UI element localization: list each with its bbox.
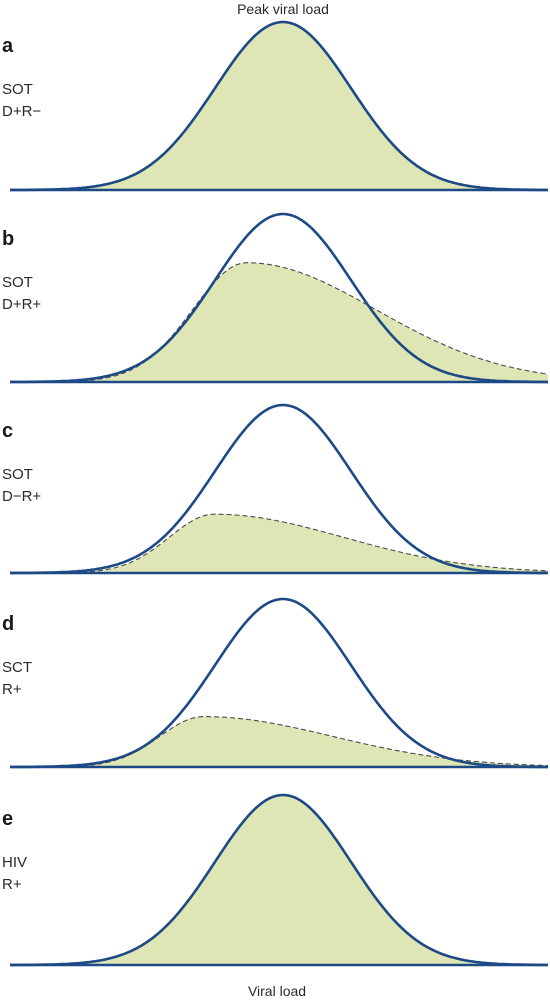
panel-letter: a (2, 35, 14, 57)
panel-label-line: R+ (2, 876, 22, 893)
panel-label-line: D−R+ (2, 488, 41, 505)
panel-letter: e (2, 808, 13, 830)
panel-label-line: HIV (2, 854, 27, 871)
panel-label-line: D+R+ (2, 296, 41, 313)
peak-viral-load-label: Peak viral load (237, 1, 329, 17)
panel-label-line: R+ (2, 681, 22, 698)
viral-load-fill-area (10, 716, 548, 767)
viral-load-fill-area (10, 514, 548, 573)
panel-b: b SOT D+R+ (2, 212, 549, 384)
panel-label-line: SOT (2, 81, 33, 98)
viral-load-curve (10, 793, 548, 967)
viral-load-fill-area (10, 22, 548, 190)
panel-label-line: SOT (2, 466, 33, 483)
panel-e: e HIV R+ (2, 793, 548, 967)
panel-label-line: SCT (2, 659, 32, 676)
viral-load-fill-area (10, 262, 548, 382)
panel-d: d SCT R+ (2, 597, 549, 769)
panel-label-line: D+R− (2, 103, 41, 120)
panel-letter: d (2, 613, 14, 635)
panel-a: a SOT D+R− (2, 20, 548, 192)
viral-load-curve (10, 403, 548, 575)
panel-label-line: SOT (2, 274, 33, 291)
viral-load-curve (10, 20, 548, 192)
panel-letter: b (2, 228, 14, 250)
reduced-viral-load-dashed-curve (10, 513, 549, 574)
panel-c: c SOT D−R+ (2, 403, 549, 575)
viral-load-curve (10, 597, 548, 769)
panel-letter: c (2, 420, 13, 442)
viral-load-curve (10, 212, 548, 384)
panels-group: a SOT D+R− b SOT D+R+ c SOT D−R+ d SCT R+ e HIV R+ (2, 20, 549, 967)
viral-load-axis-label: Viral load (248, 983, 306, 999)
reduced-viral-load-dashed-curve (10, 262, 549, 383)
viral-load-fill-area (10, 795, 548, 965)
